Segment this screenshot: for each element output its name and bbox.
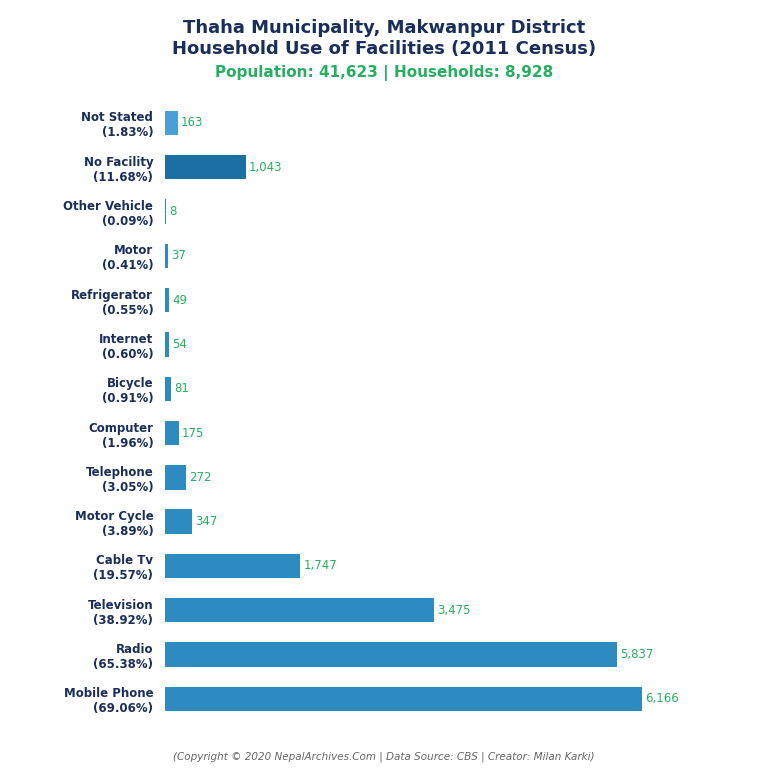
- Bar: [165, 376, 171, 401]
- Bar: [165, 554, 300, 578]
- Bar: [165, 687, 642, 711]
- Text: 347: 347: [195, 515, 217, 528]
- Text: 54: 54: [172, 338, 187, 351]
- Text: 6,166: 6,166: [645, 693, 679, 706]
- Text: (Copyright © 2020 NepalArchives.Com | Data Source: CBS | Creator: Milan Karki): (Copyright © 2020 NepalArchives.Com | Da…: [174, 751, 594, 762]
- Text: 272: 272: [189, 471, 212, 484]
- Text: 81: 81: [174, 382, 190, 396]
- Bar: [165, 111, 177, 135]
- Bar: [165, 421, 179, 445]
- Text: 8: 8: [169, 205, 176, 218]
- Text: 175: 175: [182, 426, 204, 439]
- Text: 37: 37: [171, 250, 186, 263]
- Text: 1,043: 1,043: [249, 161, 283, 174]
- Bar: [165, 288, 169, 313]
- Bar: [165, 509, 192, 534]
- Bar: [165, 333, 169, 356]
- Text: 1,747: 1,747: [303, 559, 337, 572]
- Text: Household Use of Facilities (2011 Census): Household Use of Facilities (2011 Census…: [172, 40, 596, 58]
- Bar: [165, 155, 246, 180]
- Text: 49: 49: [172, 293, 187, 306]
- Text: 3,475: 3,475: [437, 604, 471, 617]
- Bar: [165, 598, 434, 623]
- Bar: [165, 243, 168, 268]
- Text: 5,837: 5,837: [620, 648, 653, 661]
- Text: Thaha Municipality, Makwanpur District: Thaha Municipality, Makwanpur District: [183, 19, 585, 37]
- Text: Population: 41,623 | Households: 8,928: Population: 41,623 | Households: 8,928: [215, 65, 553, 81]
- Text: 163: 163: [180, 116, 204, 129]
- Bar: [165, 465, 186, 489]
- Bar: [165, 642, 617, 667]
